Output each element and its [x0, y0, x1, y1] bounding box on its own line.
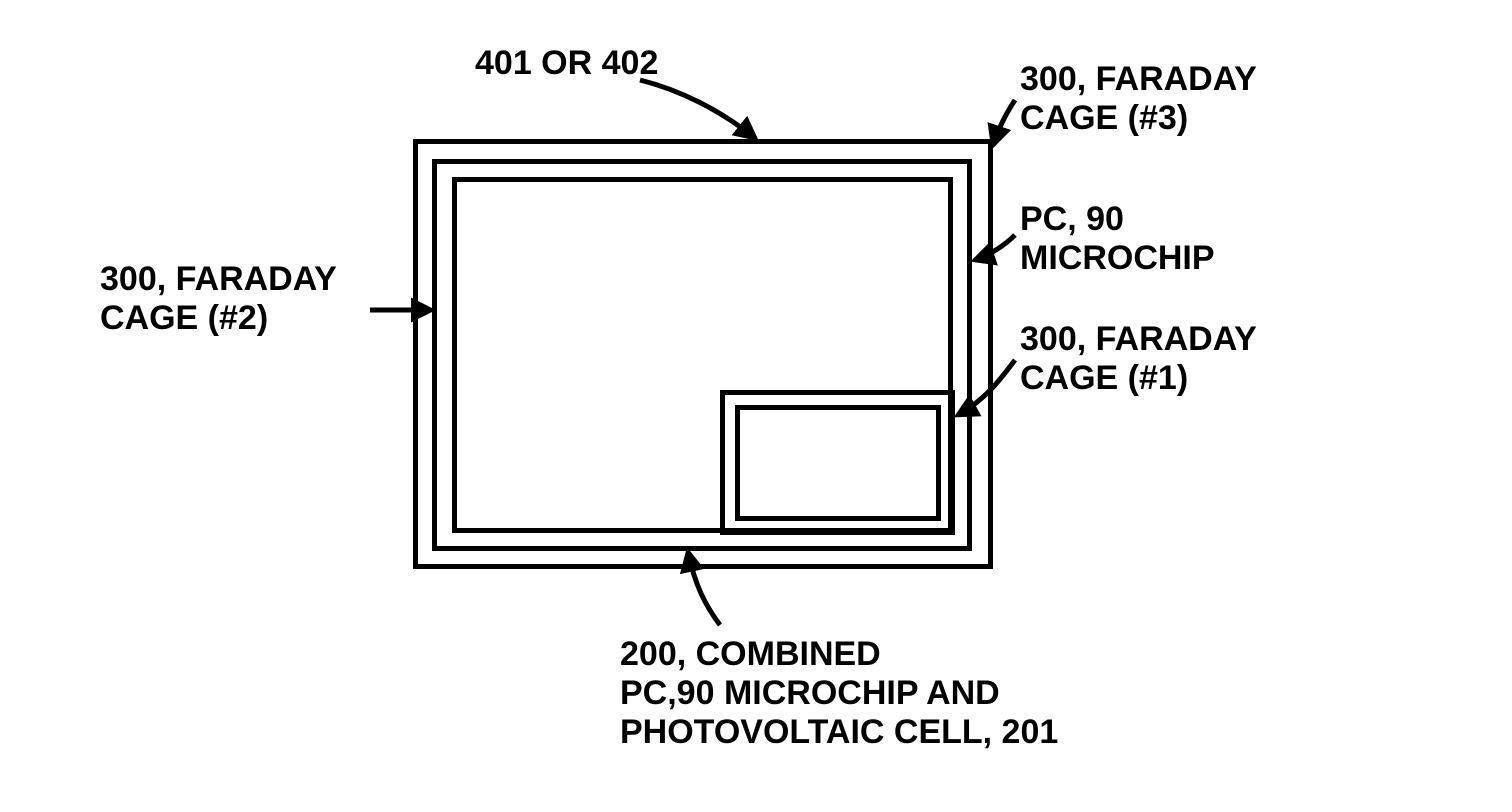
- leader-top: [640, 80, 755, 138]
- label-faraday-cage-2: 300, FARADAY CAGE (#2): [100, 260, 337, 338]
- label-pc90-microchip: PC, 90 MICROCHIP: [1020, 200, 1215, 278]
- leader-rightMid: [975, 235, 1015, 260]
- leader-rightTop: [993, 100, 1015, 145]
- label-faraday-cage-1: 300, FARADAY CAGE (#1): [1020, 320, 1257, 398]
- leader-rightLower: [958, 360, 1015, 415]
- label-combined-cell: 200, COMBINED PC,90 MICROCHIP AND PHOTOV…: [620, 635, 1058, 752]
- faraday-diagram: 401 OR 402 300, FARADAY CAGE (#3) PC, 90…: [0, 0, 1512, 812]
- label-401-402: 401 OR 402: [475, 44, 658, 83]
- leader-bottom: [688, 552, 720, 625]
- label-faraday-cage-3: 300, FARADAY CAGE (#3): [1020, 60, 1257, 138]
